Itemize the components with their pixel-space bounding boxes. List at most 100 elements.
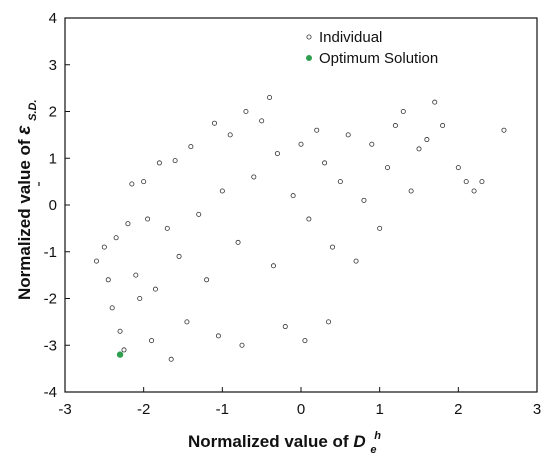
y-tick-label: 3 — [49, 57, 57, 74]
x-tick-label: 1 — [375, 401, 383, 418]
x-axis-label-symbol: D — [353, 432, 365, 451]
individual-point — [385, 165, 391, 171]
individual-point — [93, 258, 99, 264]
individual-point — [211, 120, 217, 126]
individual-point — [113, 235, 119, 241]
y-tick-label: -4 — [44, 384, 57, 401]
individual-point — [259, 118, 265, 124]
individual-point — [149, 338, 155, 344]
individual-point — [416, 146, 422, 152]
individual-point — [227, 132, 233, 138]
individual-point — [501, 127, 507, 133]
y-tick-label: 1 — [49, 150, 57, 167]
y-tick-label: 2 — [49, 104, 57, 121]
individual-point — [251, 174, 257, 180]
individual-point — [129, 181, 135, 187]
individual-point — [400, 109, 406, 115]
individual-point — [463, 179, 469, 185]
x-tick-label: -3 — [58, 401, 71, 418]
individual-point — [105, 277, 111, 283]
individual-point — [109, 305, 115, 311]
individual-point — [408, 188, 414, 194]
x-axis-label-subscript: e — [370, 444, 376, 456]
x-tick-label: 0 — [297, 401, 305, 418]
individual-point — [164, 225, 170, 231]
individual-point — [369, 141, 375, 147]
y-tick-label: 0 — [49, 197, 57, 214]
individual-point — [377, 225, 383, 231]
x-tick-label: 3 — [533, 401, 541, 418]
individual-point — [392, 123, 398, 129]
individual-point — [239, 342, 245, 348]
individual-point — [156, 160, 162, 166]
legend-individual-marker — [306, 34, 312, 40]
individual-point — [302, 338, 308, 344]
y-axis-label: Normalized value of ε S.D. — [14, 99, 39, 300]
individual-point — [270, 263, 276, 269]
x-tick-label: -1 — [216, 401, 229, 418]
x-axis-label: Normalized value of D e h — [188, 430, 381, 457]
x-axis-label-prefix: Normalized value of — [188, 432, 353, 451]
individual-point — [361, 197, 367, 203]
y-tick-label: -3 — [44, 337, 57, 354]
x-tick-label: -2 — [137, 401, 150, 418]
individual-point — [353, 258, 359, 264]
individual-point — [121, 347, 127, 353]
individual-point — [117, 328, 123, 334]
individual-point — [267, 94, 273, 100]
plot-frame — [64, 17, 538, 393]
individual-point — [137, 295, 143, 301]
optimum-solution-points — [116, 351, 124, 358]
individual-point — [176, 253, 182, 259]
individual-point — [133, 272, 139, 278]
x-axis-label-superscript: h — [374, 430, 381, 442]
individual-point — [243, 109, 249, 115]
individual-point — [326, 319, 332, 325]
individual-point — [290, 193, 296, 199]
individual-point — [337, 179, 343, 185]
individual-point — [196, 211, 202, 217]
individual-point — [329, 244, 335, 250]
y-axis-label-subscript: S.D. — [27, 99, 39, 120]
legend: Individual Optimum Solution — [305, 29, 438, 67]
individual-point — [188, 144, 194, 150]
legend-optimum-marker — [305, 55, 312, 62]
y-tick-label: -2 — [44, 291, 57, 308]
individual-points — [93, 94, 507, 362]
individual-point — [455, 165, 461, 171]
individual-point — [298, 141, 304, 147]
individual-point — [215, 333, 221, 339]
individual-point — [282, 324, 288, 330]
individual-point — [479, 179, 485, 185]
y-tick-label: 4 — [49, 10, 57, 27]
individual-point — [168, 356, 174, 362]
individual-point — [424, 137, 430, 143]
x-axis-ticks: -3 -2 -1 0 1 2 3 — [58, 387, 541, 418]
individual-point — [184, 319, 190, 325]
y-axis-label-prefix: Normalized value of — [15, 135, 34, 300]
individual-point — [145, 216, 151, 222]
individual-point — [306, 216, 312, 222]
individual-point — [314, 127, 320, 133]
individual-point — [101, 244, 107, 250]
individual-point — [125, 221, 131, 227]
individual-point — [204, 277, 210, 283]
individual-point — [172, 158, 178, 164]
y-axis-label-symbol: ε — [14, 125, 35, 135]
individual-point — [219, 188, 225, 194]
legend-optimum-label: Optimum Solution — [319, 50, 438, 67]
y-axis-ticks: -4 -3 -2 -1 0 1 2 3 4 — [44, 10, 70, 401]
individual-point — [235, 239, 241, 245]
individual-point — [322, 160, 328, 166]
individual-point — [471, 188, 477, 194]
legend-individual-label: Individual — [319, 29, 382, 46]
x-tick-label: 2 — [454, 401, 462, 418]
individual-point — [345, 132, 351, 138]
y-tick-label: -1 — [44, 244, 57, 261]
individual-point — [141, 179, 147, 185]
individual-point — [432, 99, 438, 105]
optimum-solution-point — [116, 351, 124, 358]
individual-point — [274, 151, 280, 157]
